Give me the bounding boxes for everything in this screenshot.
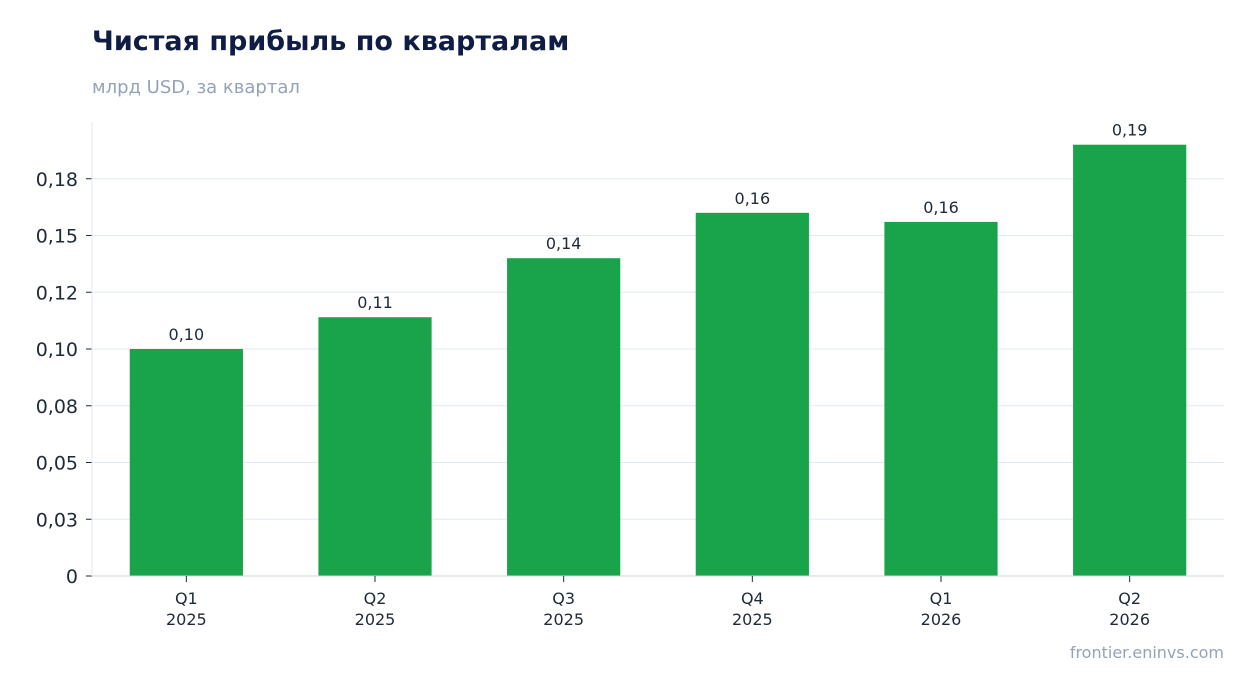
y-tick-label: 0,08 (36, 396, 78, 418)
x-tick-label-quarter: Q3 (552, 589, 575, 608)
bars-layer (129, 144, 1187, 577)
labels-layer: 0 0,03 0,05 0,08 0,10 0,12 0,15 0,18 0,10 Q1 2025 0… (36, 121, 1150, 629)
data-label: 0,16 (735, 189, 771, 208)
x-tick-label-year: 2025 (543, 610, 584, 629)
data-label: 0,16 (923, 198, 959, 217)
chart-title: Чистая прибыль по кварталам (92, 26, 570, 57)
bar (507, 258, 621, 576)
x-tick-label-quarter: Q1 (930, 589, 953, 608)
axes-layer (86, 122, 1224, 582)
source-label: frontier.eninvs.com (1069, 643, 1224, 662)
y-tick-label: 0,18 (36, 169, 78, 191)
bar (129, 349, 243, 576)
y-tick-label: 0,03 (36, 509, 78, 531)
data-label: 0,10 (169, 325, 205, 344)
data-label: 0,14 (546, 234, 582, 253)
data-label: 0,11 (357, 293, 393, 312)
y-tick-label: 0 (66, 566, 78, 588)
grid-layer (92, 178, 1224, 520)
x-tick-label-year: 2026 (1109, 610, 1150, 629)
y-tick-label: 0,05 (36, 453, 78, 475)
bar (318, 317, 432, 576)
x-tick-label-year: 2025 (166, 610, 207, 629)
x-tick-label-quarter: Q1 (175, 589, 198, 608)
x-tick-label-quarter: Q2 (1118, 589, 1141, 608)
y-tick-label: 0,12 (36, 282, 78, 304)
bar (1073, 144, 1187, 576)
x-tick-label-year: 2025 (732, 610, 773, 629)
x-tick-label-quarter: Q4 (741, 589, 764, 608)
bar (884, 221, 998, 576)
x-tick-label-year: 2026 (921, 610, 962, 629)
x-tick-label-quarter: Q2 (364, 589, 387, 608)
y-tick-label: 0,15 (36, 226, 78, 248)
bar (695, 212, 809, 577)
data-label: 0,19 (1112, 121, 1148, 140)
x-tick-label-year: 2025 (355, 610, 396, 629)
chart-subtitle: млрд USD, за квартал (92, 77, 300, 98)
y-tick-label: 0,10 (36, 339, 78, 361)
